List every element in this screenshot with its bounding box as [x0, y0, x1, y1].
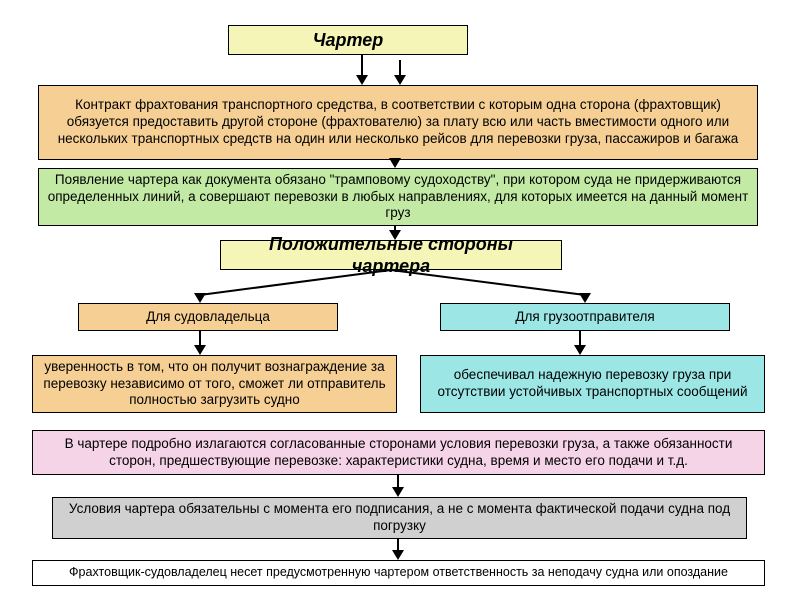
arrow-5-line — [579, 331, 581, 346]
owner_benefit: уверенность в том, что он получит вознаг… — [32, 355, 397, 413]
shipper_benefit: обеспечивал надежную перевозку груза при… — [420, 355, 765, 413]
for_owner: Для судовладельца — [78, 303, 338, 331]
definition: Контракт фрахтования транспортного средс… — [38, 85, 758, 160]
liability: Фрахтовщик-судовладелец несет предусмотр… — [32, 560, 765, 586]
arrow-2-head — [389, 158, 401, 168]
for_shipper: Для грузоотправителя — [440, 303, 730, 331]
details: В чартере подробно излагаются согласован… — [32, 430, 765, 475]
arrow-0-head — [356, 75, 368, 85]
arrow-6-head — [392, 487, 404, 497]
arrow-0-line — [361, 55, 363, 76]
arrow-7-head — [392, 550, 404, 560]
title: Чартер — [228, 25, 468, 55]
arrow-1-line — [399, 60, 401, 76]
positives_title: Положительные стороны чартера — [220, 240, 562, 270]
arrow-4-line — [199, 331, 201, 346]
arrow-3-head — [389, 230, 401, 240]
obligatory: Условия чартера обязательны с момента ег… — [52, 497, 747, 539]
arrow-4-head — [194, 345, 206, 355]
arrow-1-head — [394, 75, 406, 85]
origin: Появление чартера как документа обязано … — [38, 168, 758, 226]
arrow-5-head — [574, 345, 586, 355]
